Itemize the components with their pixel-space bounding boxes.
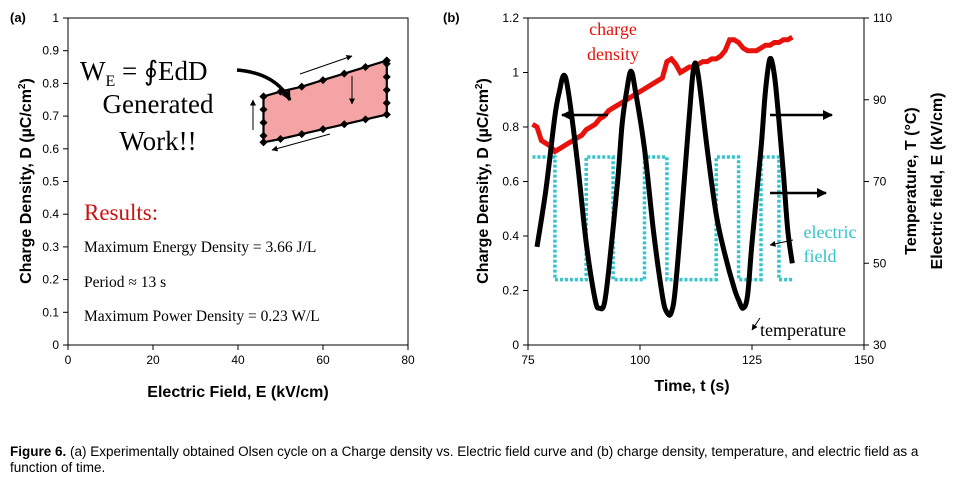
cycle-data-point [382, 99, 391, 108]
b-right-tick-label: 110 [873, 11, 892, 25]
cycle-data-point [297, 130, 306, 139]
panel-a-x-axis-label: Electric Field, E (kV/cm) [147, 384, 328, 401]
a-y-tick-label: 0.6 [42, 142, 59, 156]
panel-a-y-axis-label: Charge Density, D (µC/cm2) [17, 78, 35, 284]
panel-a: (a) 0 0.1 0.2 0.3 0.4 0.5 0.6 0.7 0.8 0.9 1 0 20 40 60… [10, 10, 415, 401]
result-energy-density: Maximum Energy Density = 3.66 J/L [84, 239, 316, 256]
cycle-data-point [382, 85, 391, 94]
temperature-label-pointer [751, 317, 761, 331]
panel-b-y-axis-label-left: Charge Density, D (µC/cm2) [474, 78, 492, 284]
result-period: Period ≈ 13 s [84, 274, 166, 291]
result-power-density: Maximum Power Density = 0.23 W/L [84, 308, 320, 325]
cycle-data-point [259, 138, 268, 147]
charge-density-annotation-2: density [587, 44, 639, 64]
cycle-data-point [259, 118, 268, 127]
cycle-data-point [319, 76, 327, 85]
cycle-data-point [319, 125, 327, 134]
b-left-tick-label: 0.2 [502, 284, 519, 298]
a-y-tick-label: 0 [52, 338, 59, 352]
cycle-data-point [361, 63, 370, 72]
results-title: Results: [84, 200, 158, 225]
panel-b-x-axis-label: Time, t (s) [654, 378, 729, 395]
cycle-arrow-bottom [271, 133, 331, 152]
electric-field-annotation-2: field [804, 246, 837, 266]
b-x-tick-label: 150 [854, 353, 874, 367]
series-temperature [534, 55, 795, 318]
cycle-data-point [276, 134, 285, 143]
cycle-data-point [382, 56, 391, 65]
a-y-tick-label: 0.4 [42, 207, 59, 221]
caption-text: (a) Experimentally obtained Olsen cycle … [10, 444, 919, 475]
b-left-tick-label: 0.6 [502, 175, 519, 189]
caption-label: Figure 6. [10, 444, 67, 459]
b-left-tick-label: 1.2 [502, 11, 519, 25]
cycle-data-point [340, 120, 349, 129]
figure-caption: Figure 6. (a) Experimentally obtained Ol… [10, 444, 945, 476]
a-y-tick-label: 0.2 [42, 273, 59, 287]
panel-b-label: (b) [443, 10, 460, 25]
a-y-tick-label: 0.8 [42, 76, 59, 90]
a-x-tick-label: 0 [65, 353, 72, 367]
b-right-tick-label: 70 [873, 175, 887, 189]
cycle-data-point [259, 105, 268, 114]
panel-b: (b) 0 0.2 0.4 0.6 0.8 1 1.2 30 50 70 90 110 75 100 125… [443, 10, 946, 395]
b-left-tick-label: 1 [512, 66, 519, 80]
b-x-tick-label: 100 [630, 353, 650, 367]
electric-field-annotation-1: electric [804, 222, 857, 242]
panel-a-label: (a) [10, 10, 26, 25]
cycle-arrow-top [299, 54, 353, 75]
a-x-tick-label: 60 [316, 353, 330, 367]
charge-density-annotation-1: charge [589, 19, 637, 39]
field-label-pointer [769, 239, 794, 247]
b-x-tick-label: 125 [742, 353, 762, 367]
a-y-tick-label: 0.9 [42, 44, 59, 58]
olsen-cycle-area [263, 60, 387, 143]
a-y-tick-label: 0.1 [42, 305, 59, 319]
a-x-tick-label: 20 [146, 353, 160, 367]
work-arrow [236, 68, 292, 101]
cycle-data-point [259, 92, 268, 101]
a-x-tick-label: 80 [401, 353, 415, 367]
a-y-tick-label: 0.3 [42, 240, 59, 254]
a-y-tick-label: 0.5 [42, 175, 59, 189]
a-y-tick-label: 1 [52, 11, 59, 25]
a-x-tick-label: 40 [231, 353, 245, 367]
cycle-data-point [259, 131, 268, 140]
b-right-tick-label: 30 [873, 338, 887, 352]
cycle-data-point [340, 69, 349, 78]
b-left-tick-label: 0 [512, 338, 519, 352]
panel-b-ticks: 0 0.2 0.4 0.6 0.8 1 1.2 30 50 70 90 110 75 100 125 150 [502, 11, 892, 367]
work-equation: WE = ∮EdD [80, 56, 208, 90]
work-label-generated: Generated [103, 89, 214, 119]
cycle-data-point [382, 110, 391, 119]
panel-a-ticks: 0 0.1 0.2 0.3 0.4 0.5 0.6 0.7 0.8 0.9 1 0 20 40 60 80 [42, 11, 415, 367]
cycle-data-point [361, 115, 370, 124]
panel-b-y-axis-label-right-1: Temperature, T (°C) [903, 107, 920, 254]
b-right-tick-label: 50 [873, 256, 887, 270]
a-y-tick-label: 0.7 [42, 109, 59, 123]
cycle-data-point [382, 72, 391, 81]
work-label-work: Work!! [119, 126, 196, 156]
b-x-tick-label: 75 [521, 353, 535, 367]
cycle-data-point [297, 82, 306, 91]
panel-b-y-axis-label-right-2: Electric field, E (kV/cm) [929, 93, 946, 270]
b-right-tick-label: 90 [873, 93, 887, 107]
b-left-tick-label: 0.8 [502, 120, 519, 134]
b-left-tick-label: 0.4 [502, 229, 519, 243]
temperature-annotation: temperature [760, 320, 846, 340]
